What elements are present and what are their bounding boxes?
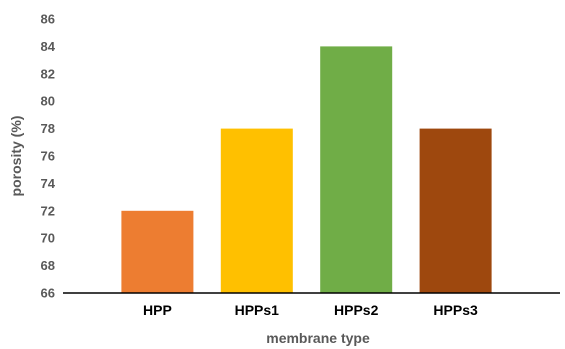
y-tick-label: 70 — [41, 231, 55, 246]
bar-hpps2 — [320, 46, 393, 294]
x-axis-labels: HPP HPPs1 HPPs2 HPPs3 — [143, 302, 478, 318]
x-axis-title: membrane type — [266, 330, 370, 346]
y-axis-ticks: 66 68 70 72 74 76 78 80 82 84 86 — [41, 12, 56, 301]
y-tick-label: 78 — [41, 121, 55, 136]
y-tick-label: 80 — [41, 94, 55, 109]
y-tick-label: 68 — [41, 258, 55, 273]
y-tick-label: 86 — [41, 12, 55, 27]
x-tick-label: HPPs1 — [235, 302, 280, 318]
y-tick-label: 74 — [41, 176, 56, 191]
x-tick-label: HPPs2 — [334, 302, 379, 318]
y-tick-label: 84 — [41, 39, 56, 54]
bar-hpp — [121, 210, 194, 293]
y-tick-label: 72 — [41, 203, 55, 218]
bar-hpps1 — [220, 128, 293, 293]
x-tick-label: HPPs3 — [433, 302, 478, 318]
bars-group — [121, 46, 492, 294]
y-tick-label: 66 — [41, 286, 55, 301]
bar-hpps3 — [419, 128, 492, 293]
x-tick-label: HPP — [143, 302, 172, 318]
y-axis-title: porosity (%) — [8, 116, 24, 197]
y-tick-label: 76 — [41, 149, 55, 164]
y-tick-label: 82 — [41, 66, 55, 81]
